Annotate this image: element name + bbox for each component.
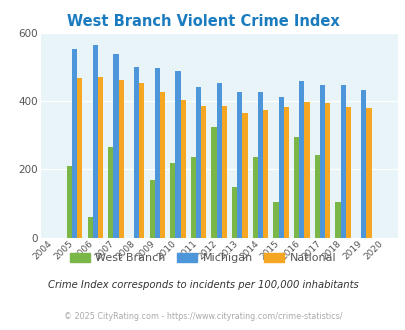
Bar bbox=[273, 203, 278, 238]
Bar bbox=[304, 102, 309, 238]
Bar bbox=[87, 217, 92, 238]
Bar bbox=[242, 113, 247, 238]
Bar bbox=[324, 103, 329, 238]
Bar bbox=[72, 49, 77, 238]
Bar bbox=[252, 157, 257, 238]
Bar bbox=[319, 85, 324, 238]
Text: Crime Index corresponds to incidents per 100,000 inhabitants: Crime Index corresponds to incidents per… bbox=[47, 280, 358, 290]
Bar bbox=[180, 100, 185, 238]
Bar bbox=[278, 97, 283, 238]
Bar bbox=[139, 83, 144, 238]
Bar bbox=[340, 85, 345, 238]
Bar bbox=[262, 111, 268, 238]
Bar bbox=[113, 54, 118, 238]
Bar bbox=[360, 90, 365, 238]
Bar bbox=[190, 157, 196, 238]
Bar bbox=[257, 92, 262, 238]
Bar bbox=[149, 180, 154, 238]
Bar bbox=[67, 166, 72, 238]
Bar bbox=[232, 187, 237, 238]
Bar bbox=[365, 108, 371, 238]
Bar bbox=[211, 127, 216, 238]
Bar bbox=[92, 45, 98, 238]
Bar bbox=[293, 137, 298, 238]
Bar bbox=[154, 68, 160, 238]
Bar bbox=[200, 106, 206, 238]
Text: © 2025 CityRating.com - https://www.cityrating.com/crime-statistics/: © 2025 CityRating.com - https://www.city… bbox=[64, 312, 341, 321]
Bar bbox=[98, 77, 103, 238]
Bar bbox=[77, 78, 82, 238]
Bar bbox=[345, 107, 350, 238]
Bar bbox=[175, 71, 180, 238]
Bar bbox=[196, 86, 200, 238]
Bar bbox=[170, 163, 175, 238]
Bar bbox=[237, 92, 242, 238]
Bar bbox=[283, 107, 288, 238]
Bar bbox=[118, 80, 124, 238]
Bar bbox=[108, 147, 113, 238]
Text: West Branch Violent Crime Index: West Branch Violent Crime Index bbox=[66, 14, 339, 29]
Bar bbox=[314, 155, 319, 238]
Legend: West Branch, Michigan, National: West Branch, Michigan, National bbox=[65, 248, 340, 267]
Bar bbox=[216, 83, 221, 238]
Bar bbox=[335, 203, 340, 238]
Bar bbox=[298, 82, 304, 238]
Bar bbox=[160, 92, 164, 238]
Bar bbox=[221, 106, 226, 238]
Bar bbox=[134, 67, 139, 238]
